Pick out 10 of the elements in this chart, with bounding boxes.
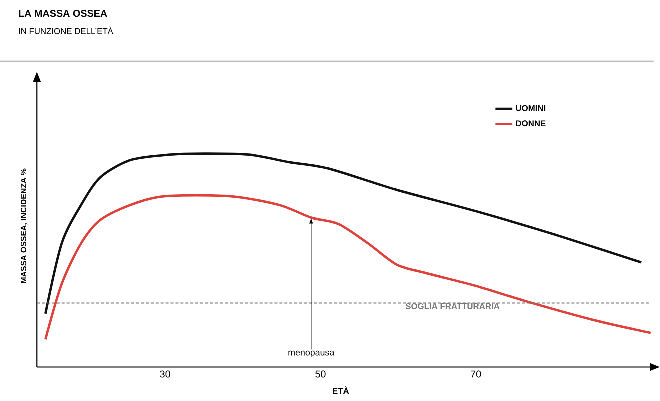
x-tick-label: 50: [316, 370, 326, 378]
chart-title: LA MASSA OSSEA: [19, 10, 108, 18]
x-tick-label: 70: [471, 370, 482, 378]
x-tick-label: 30: [160, 370, 170, 378]
legend-label: UOMINI: [516, 105, 546, 112]
ref-line-label: SOGLIA FRATTURARIA: [406, 304, 500, 310]
annotation: menopausa: [288, 350, 335, 358]
chart-subtitle: IN FUNZIONE DELL’ETÀ: [19, 26, 114, 34]
x-axis-title: ETÀ: [333, 386, 350, 394]
legend-label: DONNE: [516, 120, 546, 127]
